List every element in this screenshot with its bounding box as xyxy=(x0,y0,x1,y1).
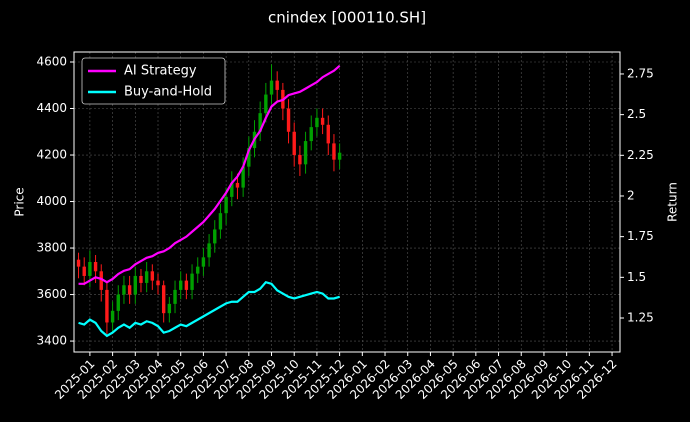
candle-body xyxy=(326,124,330,144)
candle-body xyxy=(303,141,308,165)
y2-tick-label: 2.75 xyxy=(627,66,654,80)
candle-body xyxy=(99,271,103,290)
y2-axis-label: Return xyxy=(666,182,680,222)
candle-body xyxy=(258,113,262,132)
candle-body xyxy=(264,94,268,114)
candle-body xyxy=(82,266,86,276)
candle-body xyxy=(93,262,98,272)
candle-body xyxy=(269,80,274,95)
candle-body xyxy=(320,117,325,125)
candle-body xyxy=(235,182,240,188)
candle-body xyxy=(218,213,223,230)
y2-tick-label: 2.5 xyxy=(627,107,646,121)
y2-tick-label: 1.75 xyxy=(627,229,654,243)
candle-body xyxy=(190,273,194,290)
y2-tick-label: 1.25 xyxy=(627,310,654,324)
candle-body xyxy=(127,285,132,295)
candle-body xyxy=(207,243,211,258)
candle-body xyxy=(116,294,120,311)
candle-body xyxy=(337,152,342,160)
y-tick-label: 3400 xyxy=(36,334,67,348)
candle-body xyxy=(201,257,206,267)
plot-frame xyxy=(73,51,621,353)
candle-body xyxy=(286,108,291,132)
candle-body xyxy=(156,280,160,286)
candle-body xyxy=(184,280,189,290)
series-line xyxy=(78,280,340,338)
candle-body xyxy=(179,280,183,290)
legend-label: Buy-and-Hold xyxy=(124,85,212,100)
y2-tick-label: 2.25 xyxy=(627,148,654,162)
chart-title: cnindex [000110.SH] xyxy=(268,9,426,27)
y-tick-label: 4400 xyxy=(36,101,67,115)
candle-body xyxy=(105,289,109,323)
candle-body xyxy=(161,285,166,314)
candle-body xyxy=(292,131,296,156)
y-tick-label: 3800 xyxy=(36,241,67,255)
candle-body xyxy=(241,166,245,188)
y-axis-label: Price xyxy=(13,187,27,216)
candle-body xyxy=(309,127,313,142)
series-line xyxy=(78,64,341,285)
y2-tick-label: 1.5 xyxy=(627,270,646,284)
y-tick-label: 3600 xyxy=(36,287,67,301)
candle-body xyxy=(88,262,92,276)
y-tick-label: 4600 xyxy=(36,55,67,69)
candle-body xyxy=(150,271,155,281)
y-tick-label: 4000 xyxy=(36,194,67,208)
candle-body xyxy=(196,266,200,274)
candle-body xyxy=(76,259,81,267)
legend-label: AI Strategy xyxy=(124,64,197,79)
y-tick-label: 4200 xyxy=(36,148,67,162)
candle-body xyxy=(139,275,143,283)
candle-body xyxy=(110,310,115,323)
candle-body xyxy=(247,148,251,167)
candle-body xyxy=(224,196,228,214)
candle-body xyxy=(275,80,279,90)
candle-body xyxy=(167,303,172,314)
candle-body xyxy=(133,275,137,295)
legend-box xyxy=(81,57,226,105)
candle-body xyxy=(332,143,336,160)
candle-body xyxy=(122,285,126,295)
candle-body xyxy=(315,117,319,128)
candle-body xyxy=(298,155,302,165)
y2-tick-label: 2 xyxy=(627,188,635,202)
candle-body xyxy=(230,182,234,197)
candle-body xyxy=(173,289,177,304)
candle-body xyxy=(144,271,149,283)
candle-body xyxy=(213,229,217,244)
